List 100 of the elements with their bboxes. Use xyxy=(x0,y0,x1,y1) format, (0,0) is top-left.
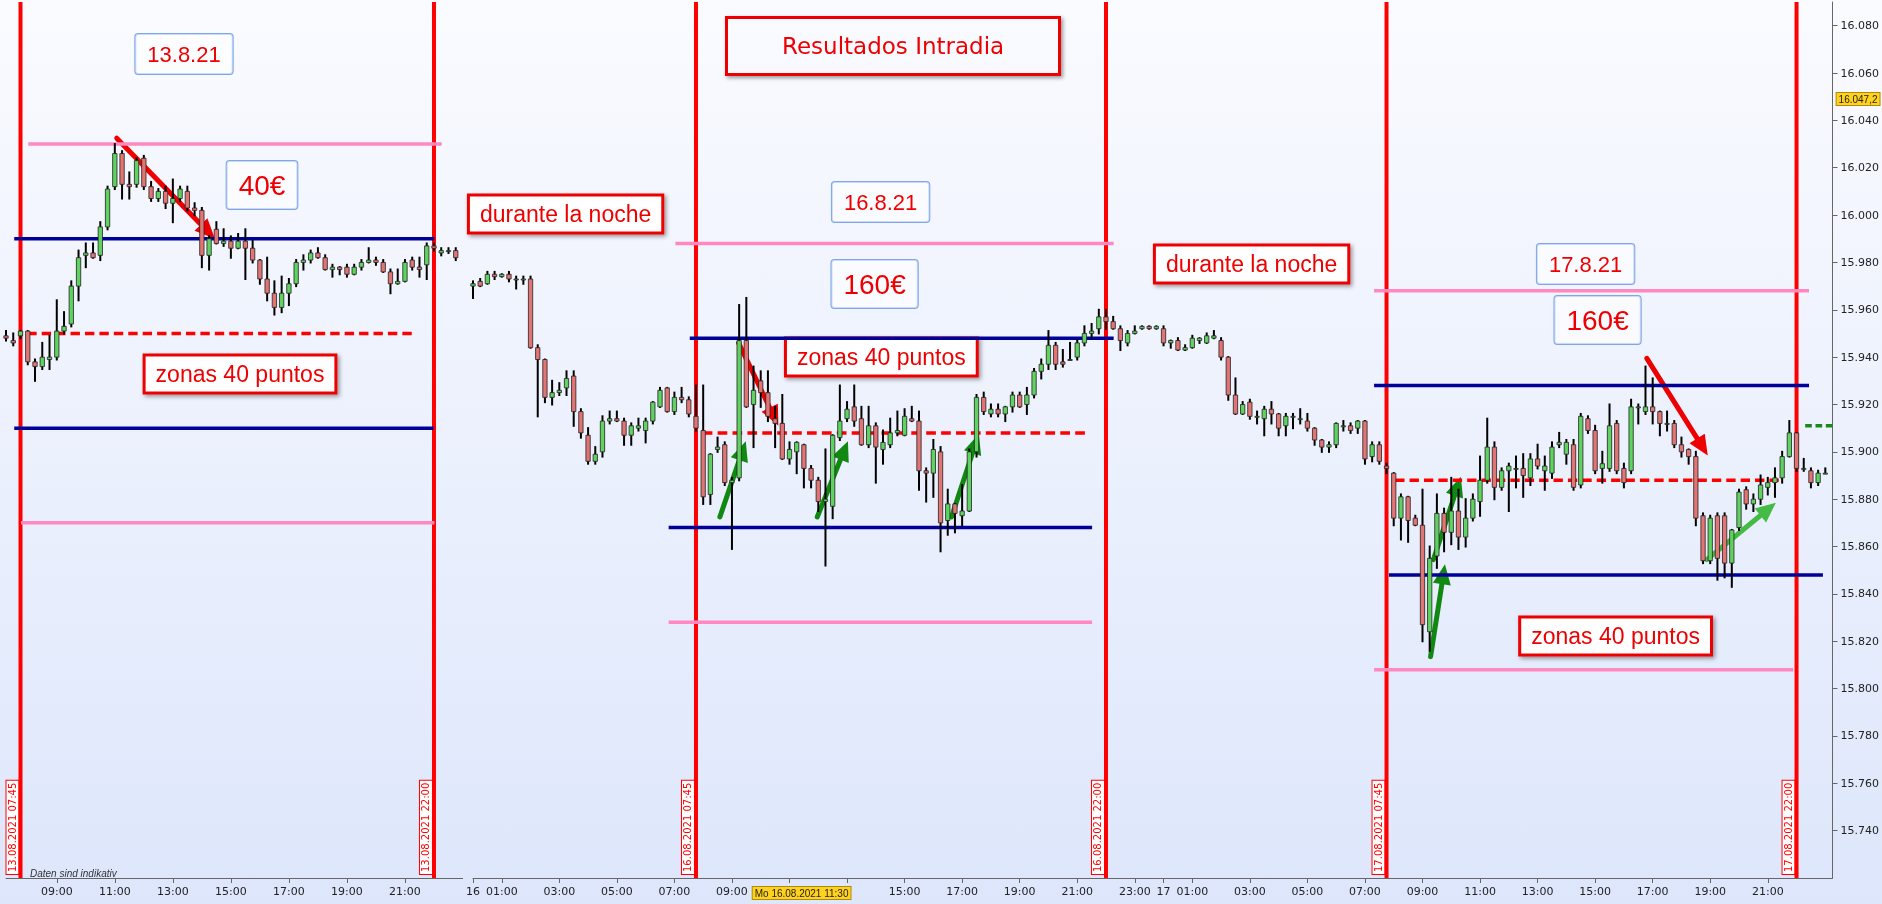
candlestick xyxy=(1600,450,1606,484)
annotation: durante la noche xyxy=(480,201,652,227)
candlestick xyxy=(242,228,248,281)
x-tick-label: 01:00 xyxy=(486,885,519,898)
candlestick xyxy=(1233,377,1239,415)
x-tick-label: 21:00 xyxy=(389,885,421,898)
ref-line-label: 13.08.2021 07:45 xyxy=(7,782,19,872)
y-tick-label: 15.800 xyxy=(1840,682,1880,696)
x-tick-label: 16 xyxy=(466,885,481,898)
x-tick-label: 11:00 xyxy=(1464,885,1497,898)
candlestick xyxy=(794,441,800,475)
candlestick xyxy=(445,247,452,254)
x-tick-label: 05:00 xyxy=(1291,885,1324,898)
x-tick-label: 09:00 xyxy=(716,885,749,898)
candlestick xyxy=(751,365,757,449)
candlestick xyxy=(1046,330,1052,370)
candlestick xyxy=(1499,467,1505,491)
candlestick xyxy=(564,370,570,397)
candlestick xyxy=(1801,457,1807,472)
ref-line-label: 16.08.2021 07:45 xyxy=(682,782,694,872)
candlestick xyxy=(213,221,219,245)
candlestick xyxy=(1053,341,1059,370)
candlestick xyxy=(416,256,423,278)
candlestick xyxy=(679,386,685,404)
candlestick xyxy=(816,476,822,513)
text: Resultados Intradia xyxy=(725,16,1062,76)
y-tick-label: 15.940 xyxy=(1840,350,1880,364)
candlestick xyxy=(931,439,937,498)
annotation: 16.8.21 xyxy=(844,189,918,215)
annotation: durante la noche xyxy=(1166,251,1338,277)
candlestick xyxy=(1744,486,1750,510)
candlestick xyxy=(329,263,335,278)
candlestick xyxy=(643,417,649,444)
x-tick-label: 15:00 xyxy=(889,885,921,898)
x-tick-label: 01:00 xyxy=(1176,885,1209,898)
annotation: Daten sind indikativ xyxy=(30,867,118,879)
y-tick-label: 16.040 xyxy=(1840,113,1880,127)
candlestick xyxy=(1010,391,1016,413)
x-tick-label: 21:00 xyxy=(1061,885,1094,898)
y-tick-label: 15.980 xyxy=(1840,255,1880,269)
y-tick-label: 16.020 xyxy=(1840,161,1880,175)
x-tick-label: 15:00 xyxy=(1579,885,1612,898)
candlestick xyxy=(1679,436,1685,458)
candlestick xyxy=(271,280,277,316)
candlestick xyxy=(1341,420,1347,432)
candlestick xyxy=(1276,412,1282,437)
candlestick xyxy=(1787,420,1793,458)
candlestick xyxy=(1039,358,1045,380)
candlestick xyxy=(1636,403,1642,425)
candlestick xyxy=(665,386,671,413)
y-tick-label: 15.900 xyxy=(1840,445,1880,459)
annotation: 17.8.21 xyxy=(1549,251,1623,277)
candlestick xyxy=(1528,453,1534,486)
x-tick-label: 05:00 xyxy=(601,885,634,898)
candlestick xyxy=(279,275,285,314)
annotation: 13.8.21 xyxy=(147,41,221,67)
text: Mo 16.08.2021 11:30 xyxy=(755,887,850,899)
x-tick-label: 03:00 xyxy=(1234,885,1267,898)
y-tick-label: 15.780 xyxy=(1840,729,1880,743)
candlestick xyxy=(672,391,678,415)
y-tick-label: 16.080 xyxy=(1840,19,1880,33)
x-tick-label: 17:00 xyxy=(1637,885,1669,898)
candlestick xyxy=(250,240,256,264)
annotation: 40€ xyxy=(238,169,286,201)
candlestick xyxy=(1521,453,1527,498)
annotation: zonas 40 puntos xyxy=(155,361,325,387)
candlestick xyxy=(46,334,53,370)
candlestick xyxy=(1161,325,1167,347)
candlestick xyxy=(924,467,930,503)
ref-line-label: 13.08.2021 22:00 xyxy=(420,782,432,872)
x-tick-label: 21:00 xyxy=(1752,885,1785,898)
candlestick xyxy=(1262,405,1268,437)
ref-line-label: 17.08.2021 22:00 xyxy=(1783,782,1795,872)
y-tick-label: 15.760 xyxy=(1840,776,1880,790)
candlestick xyxy=(1650,377,1656,425)
candlestick xyxy=(1672,420,1678,449)
x-tick-label: 19:00 xyxy=(1694,885,1727,898)
y-tick-label: 16.060 xyxy=(1840,66,1880,80)
candlestick xyxy=(184,185,190,212)
text: 16.047,2 xyxy=(1838,93,1879,105)
x-tick-label: 09:00 xyxy=(40,885,73,898)
candlestick xyxy=(1334,422,1340,449)
x-tick-label: 03:00 xyxy=(543,885,576,898)
x-tick-label: 07:00 xyxy=(658,885,691,898)
candlestick xyxy=(1758,474,1764,505)
candlestick xyxy=(1269,401,1275,425)
candlestick xyxy=(1463,498,1469,548)
candlestick xyxy=(629,422,635,446)
candlestick xyxy=(221,228,227,247)
candlestick xyxy=(1082,325,1088,347)
y-tick-label: 15.960 xyxy=(1840,303,1880,317)
x-tick-label: 19:00 xyxy=(1004,885,1036,898)
candlestick xyxy=(1449,476,1455,546)
candlestick xyxy=(163,185,169,209)
x-tick-label: 23:00 xyxy=(1119,885,1152,898)
candlestick xyxy=(787,441,793,465)
candlestick xyxy=(134,157,140,188)
candlestick xyxy=(1557,431,1563,449)
candlestick xyxy=(1823,467,1829,475)
x-tick-label: 17:00 xyxy=(946,885,979,898)
